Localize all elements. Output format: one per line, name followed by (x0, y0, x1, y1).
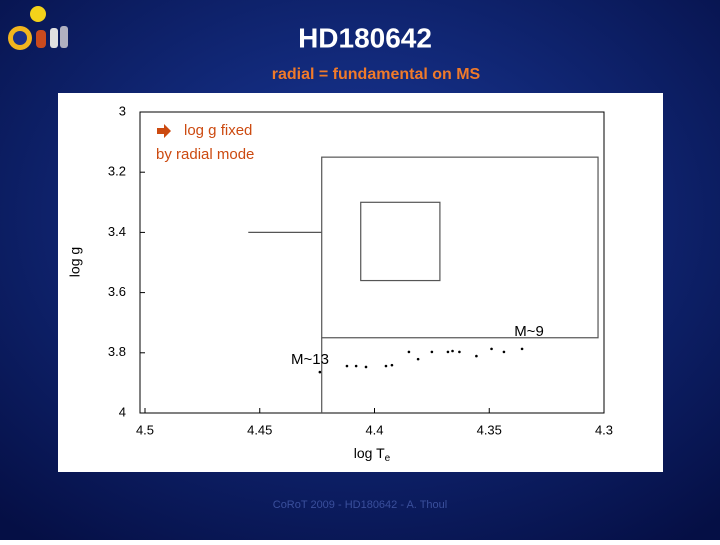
point (416, 357, 420, 361)
note-arrow (157, 124, 171, 138)
point (318, 370, 322, 374)
error-box (321, 156, 599, 339)
y-axis-label: log g (67, 247, 83, 277)
chart-panel (58, 93, 663, 472)
point (390, 363, 394, 367)
y-tick-label: 3.8 (108, 344, 126, 359)
y-tick-label: 3.2 (108, 164, 126, 179)
y-tick-label: 3.6 (108, 284, 126, 299)
x-tick-label: 4.5 (136, 422, 154, 437)
point (384, 364, 388, 368)
point (430, 350, 434, 354)
y-tick-label: 3 (119, 103, 126, 118)
plot-frame (139, 111, 605, 414)
annotation: M~9 (514, 323, 544, 340)
y-tick-label: 4 (119, 404, 126, 419)
point (446, 350, 450, 354)
x-tick-label: 4.3 (595, 422, 613, 437)
point (502, 350, 506, 354)
error-box (360, 201, 441, 282)
annotation: M~13 (291, 351, 329, 368)
note-line: by radial mode (156, 146, 254, 163)
y-tick-label: 3.4 (108, 224, 126, 239)
title: HD180642 (298, 22, 432, 53)
x-label-sub: e (385, 453, 391, 464)
point (451, 349, 454, 353)
point (520, 347, 524, 351)
point (354, 364, 358, 368)
x-tick-label: 4.4 (365, 422, 383, 437)
footer: CoRoT 2009 - HD180642 - A. Thoul (273, 499, 447, 511)
subtitle: radial = fundamental on MS (272, 66, 481, 83)
x-tick-label: 4.45 (247, 422, 272, 437)
point (345, 364, 349, 368)
note-line: log g fixed (184, 122, 252, 139)
x-axis-label: log Te (354, 445, 391, 464)
point (364, 365, 368, 369)
x-label-main: log T (354, 445, 385, 461)
x-tick-label: 4.35 (477, 422, 502, 437)
point (407, 350, 411, 354)
point (475, 354, 478, 358)
logo (8, 6, 68, 50)
point (458, 350, 461, 354)
point (490, 347, 493, 351)
